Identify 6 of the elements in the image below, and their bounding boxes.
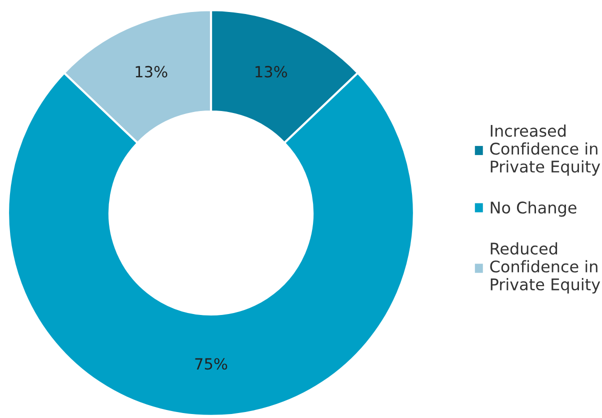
data-label: 13% bbox=[256, 66, 288, 78]
data-label: 13% bbox=[136, 66, 168, 78]
legend-label: Increased Confidence in Private Equity bbox=[490, 124, 600, 176]
legend-label: Reduced Confidence in Private Equity bbox=[490, 242, 600, 294]
data-label: 75% bbox=[195, 358, 228, 370]
legend-label: No Change bbox=[490, 201, 576, 217]
